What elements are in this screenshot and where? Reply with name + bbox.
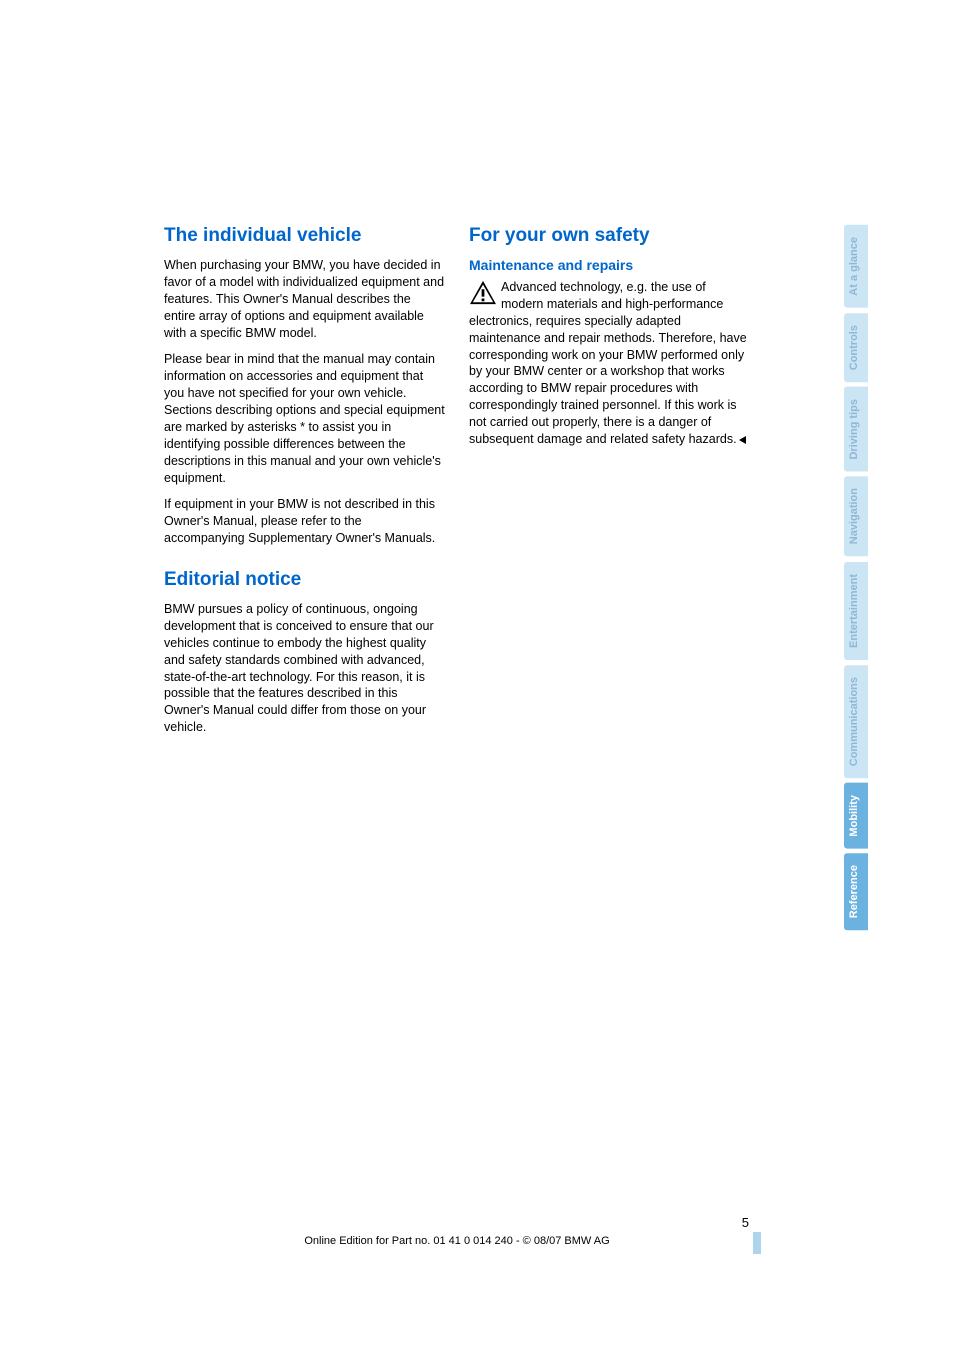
page-container: The individual vehicle When purchasing y… — [0, 0, 954, 1350]
footer-text: Online Edition for Part no. 01 41 0 014 … — [164, 1235, 750, 1247]
end-triangle-icon — [739, 436, 746, 444]
tab-navigation[interactable]: Navigation — [844, 476, 868, 556]
tab-mobility[interactable]: Mobility — [844, 783, 868, 849]
individual-vehicle-para3: If equipment in your BMW is not describe… — [164, 496, 445, 547]
side-tabs: Reference Mobility Communications Entertain… — [844, 220, 868, 931]
individual-vehicle-para2: Please bear in mind that the manual may … — [164, 351, 445, 486]
left-column: The individual vehicle When purchasing y… — [164, 225, 445, 746]
content-area: The individual vehicle When purchasing y… — [164, 225, 750, 746]
tab-controls[interactable]: Controls — [844, 313, 868, 382]
individual-vehicle-para1: When purchasing your BMW, you have decid… — [164, 257, 445, 341]
individual-vehicle-heading: The individual vehicle — [164, 225, 445, 247]
editorial-section: Editorial notice BMW pursues a policy of… — [164, 569, 445, 736]
warning-icon — [469, 280, 497, 305]
tab-entertainment[interactable]: Entertainment — [844, 562, 868, 660]
tab-at-a-glance[interactable]: At a glance — [844, 225, 868, 308]
maintenance-subheading: Maintenance and repairs — [469, 257, 750, 273]
editorial-para1: BMW pursues a policy of continuous, ongo… — [164, 601, 445, 736]
tab-reference[interactable]: Reference — [844, 853, 868, 930]
page-number-bar — [753, 1232, 761, 1254]
safety-heading: For your own safety — [469, 225, 750, 247]
editorial-heading: Editorial notice — [164, 569, 445, 591]
safety-para-wrapper: Advanced technology, e.g. the use of mod… — [469, 279, 750, 448]
safety-para1: Advanced technology, e.g. the use of mod… — [469, 280, 747, 446]
tab-communications[interactable]: Communications — [844, 665, 868, 778]
right-column: For your own safety Maintenance and repa… — [469, 225, 750, 746]
page-number: 5 — [742, 1215, 749, 1230]
tab-driving-tips[interactable]: Driving tips — [844, 387, 868, 472]
